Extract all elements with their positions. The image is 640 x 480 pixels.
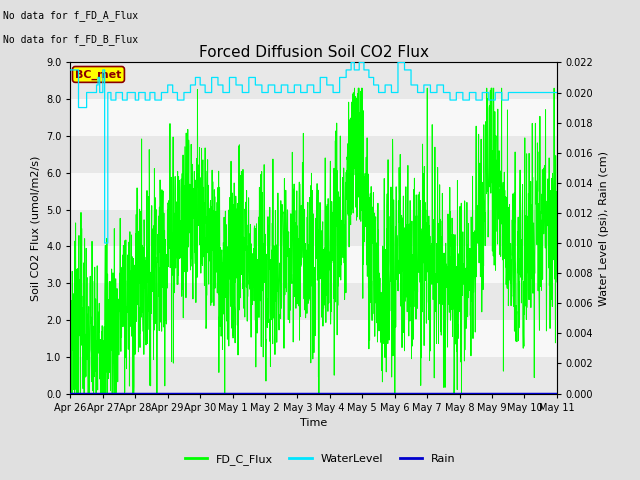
Bar [70,320,557,357]
Bar [70,173,557,210]
Y-axis label: Soil CO2 Flux (umol/m2/s): Soil CO2 Flux (umol/m2/s) [31,156,40,300]
Bar [70,136,557,173]
Bar [70,99,557,136]
Legend: FD_C_Flux, WaterLevel, Rain: FD_C_Flux, WaterLevel, Rain [180,450,460,469]
Bar [70,357,557,394]
Text: No data for f_FD_A_Flux: No data for f_FD_A_Flux [3,10,138,21]
Title: Forced Diffusion Soil CO2 Flux: Forced Diffusion Soil CO2 Flux [198,45,429,60]
X-axis label: Time: Time [300,418,327,428]
Text: BC_met: BC_met [76,69,122,80]
Bar [70,210,557,246]
Text: No data for f_FD_B_Flux: No data for f_FD_B_Flux [3,34,138,45]
Bar [70,246,557,283]
Bar [70,283,557,320]
Y-axis label: Water Level (psi), Rain (cm): Water Level (psi), Rain (cm) [599,151,609,305]
Bar [70,62,557,99]
